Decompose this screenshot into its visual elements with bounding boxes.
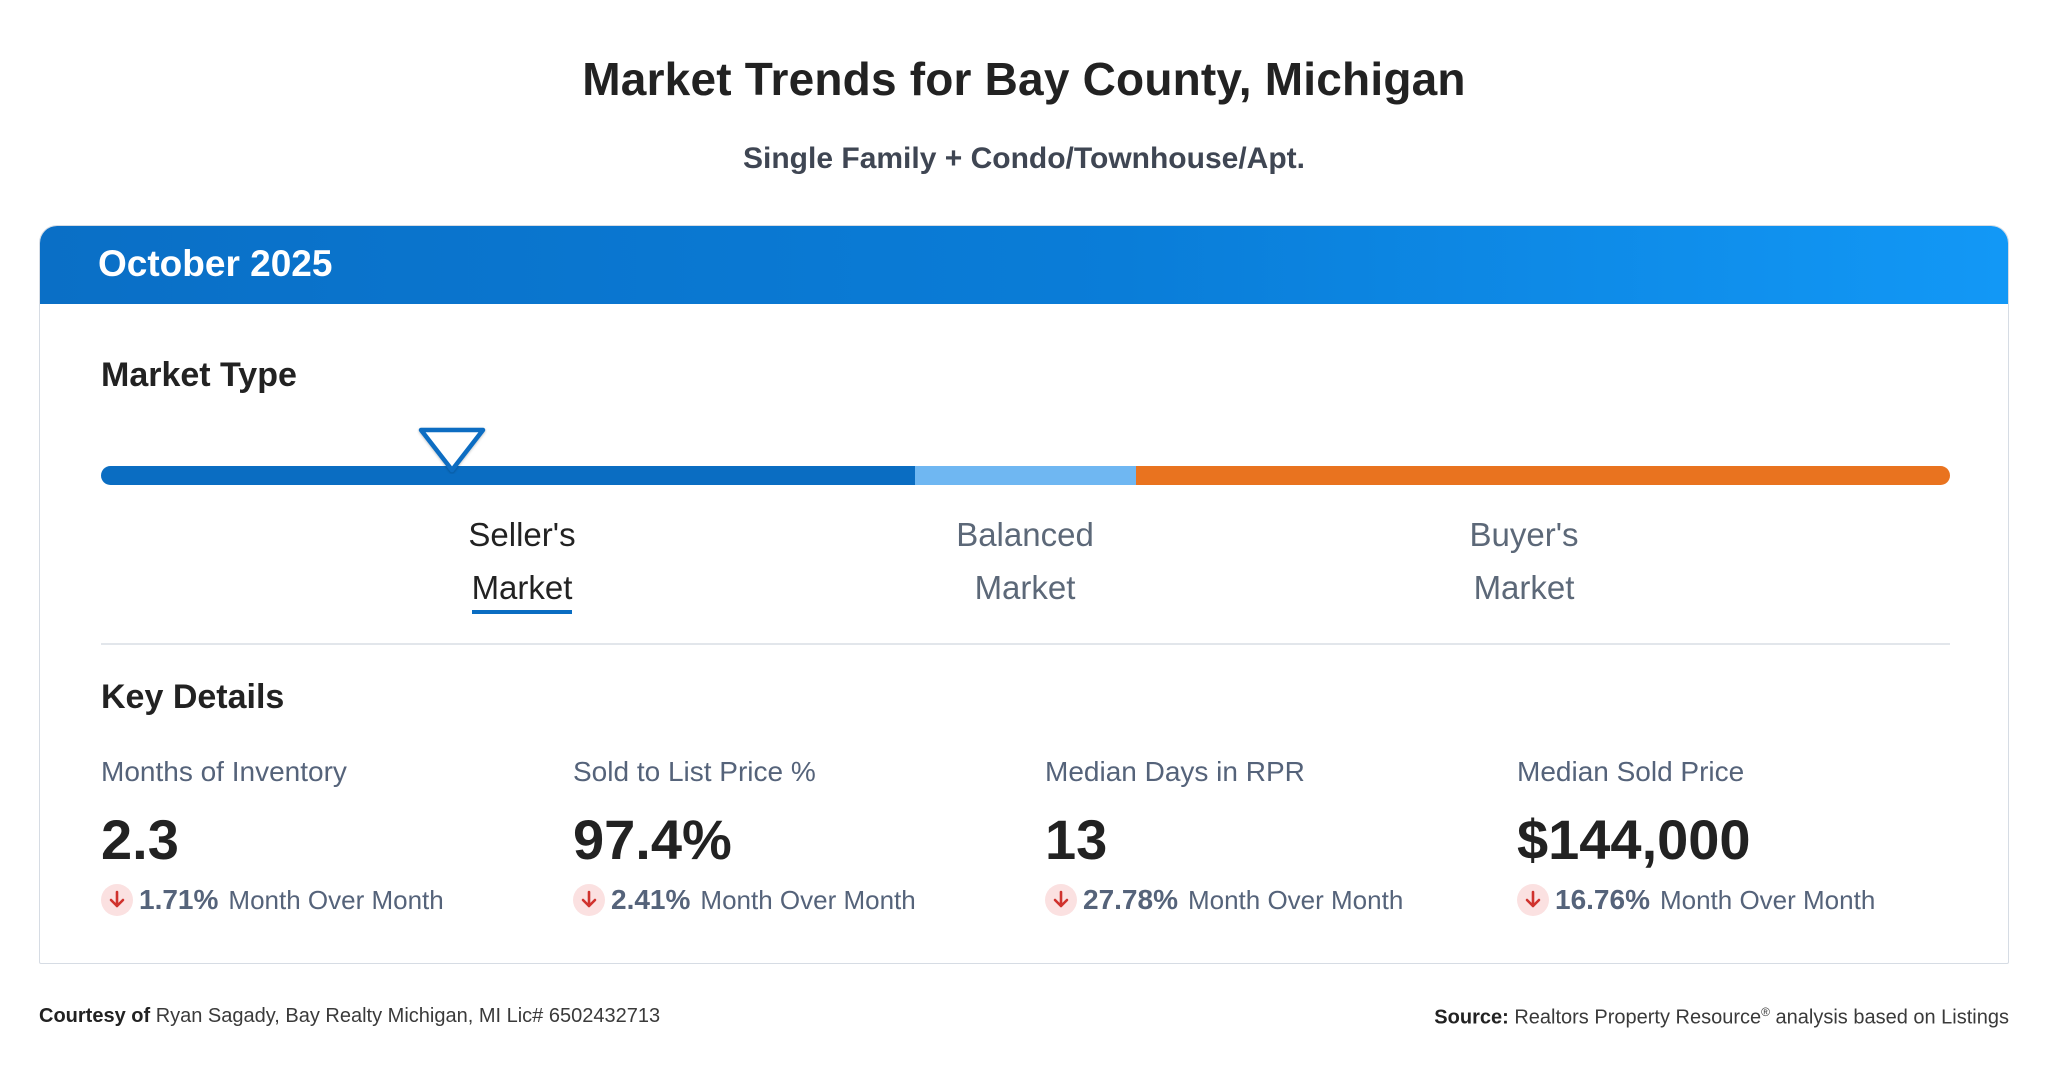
scale-segment-balanced: [914, 466, 1137, 485]
change-period: Month Over Month: [700, 884, 916, 915]
label-sellers-market: Seller's Market: [372, 508, 672, 614]
market-card: October 2025 Market Type Seller's Market…: [39, 225, 2009, 964]
market-indicator-triangle-icon: [419, 427, 486, 473]
change-period: Month Over Month: [1659, 884, 1876, 915]
label-balanced-line2: Market: [974, 569, 1076, 606]
metric-sold-to-list-price: Sold to List Price % 97.4% 2.41% Month O…: [573, 756, 1033, 916]
metric-label: Median Sold Price: [1517, 756, 1745, 787]
change-percent: 16.76%: [1555, 884, 1650, 915]
card-header: October 2025: [40, 226, 2008, 304]
metric-months-of-inventory: Months of Inventory 2.3 1.71% Month Over…: [101, 756, 561, 916]
metric-change: 2.41% Month Over Month: [573, 884, 1033, 916]
label-sellers-line1: Seller's: [468, 516, 576, 553]
source-text-2: analysis based on Listings: [1775, 1006, 2009, 1029]
change-period: Month Over Month: [228, 884, 444, 915]
change-period: Month Over Month: [1187, 884, 1404, 915]
section-divider: [101, 643, 1950, 645]
source-text-1: Realtors Property Resource: [1514, 1006, 1762, 1029]
metric-label: Sold to List Price %: [573, 756, 816, 787]
label-buyers-market: Buyer's Market: [1374, 508, 1674, 614]
period-title: October 2025: [98, 243, 333, 284]
footer-courtesy: Courtesy of Ryan Sagady, Bay Realty Mich…: [39, 1005, 660, 1028]
arrow-down-icon: [101, 884, 133, 916]
metric-change: 16.76% Month Over Month: [1517, 884, 1977, 916]
key-details-title: Key Details: [101, 678, 285, 716]
metric-change: 27.78% Month Over Month: [1045, 884, 1505, 916]
label-sellers-line2: Market: [471, 566, 573, 614]
metric-label: Median Days in RPR: [1045, 756, 1305, 787]
page-title: Market Trends for Bay County, Michigan: [582, 53, 1466, 105]
label-balanced-line1: Balanced: [956, 516, 1094, 553]
courtesy-label: Courtesy of: [39, 1005, 151, 1027]
arrow-down-icon: [1517, 884, 1549, 916]
change-percent: 2.41%: [611, 884, 691, 915]
label-balanced-market: Balanced Market: [875, 508, 1175, 614]
source-label: Source:: [1434, 1006, 1509, 1029]
metric-value: 97.4%: [573, 808, 732, 871]
metric-median-sold-price: Median Sold Price $144,000 16.76% Month …: [1517, 756, 1977, 916]
metric-median-days-in-rpr: Median Days in RPR 13 27.78% Month Over …: [1045, 756, 1505, 916]
metric-value: 2.3: [101, 808, 179, 871]
scale-segment-sellers: [101, 466, 915, 485]
metric-label: Months of Inventory: [101, 756, 347, 787]
scale-segment-buyers: [1136, 466, 1950, 485]
metric-change: 1.71% Month Over Month: [101, 884, 561, 916]
label-buyers-line2: Market: [1473, 569, 1575, 606]
metric-value: 13: [1045, 808, 1108, 871]
label-buyers-line1: Buyer's: [1469, 516, 1579, 553]
change-percent: 1.71%: [139, 884, 219, 915]
courtesy-text: Ryan Sagady, Bay Realty Michigan, MI Lic…: [155, 1005, 661, 1027]
change-percent: 27.78%: [1083, 884, 1178, 915]
arrow-down-icon: [1045, 884, 1077, 916]
footer-source: Source: Realtors Property Resource® anal…: [1434, 1005, 2009, 1030]
market-type-scale: [101, 466, 1950, 485]
market-type-title: Market Type: [101, 356, 297, 394]
page-subtitle: Single Family + Condo/Townhouse/Apt.: [743, 142, 1305, 175]
arrow-down-icon: [573, 884, 605, 916]
registered-mark: ®: [1761, 1005, 1770, 1019]
metric-value: $144,000: [1517, 808, 1751, 871]
